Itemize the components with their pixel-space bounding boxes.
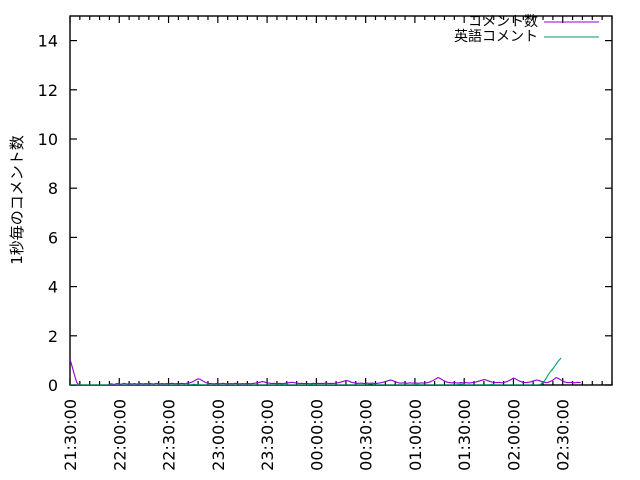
series-line-1 <box>70 359 581 385</box>
y-tick-label: 10 <box>38 130 58 149</box>
y-tick-label: 2 <box>48 327 58 346</box>
x-tick-label: 01:00:00 <box>406 399 425 471</box>
x-tick-label: 00:00:00 <box>307 399 326 471</box>
x-tick-label: 23:30:00 <box>258 399 277 471</box>
x-tick-label: 21:30:00 <box>61 399 80 471</box>
x-tick-label: 01:30:00 <box>455 399 474 471</box>
y-tick-label: 4 <box>48 278 58 297</box>
x-tick-label: 02:00:00 <box>504 399 523 471</box>
y-tick-label: 14 <box>38 32 58 51</box>
x-tick-label: 02:30:00 <box>554 399 573 471</box>
plot-frame <box>69 15 613 386</box>
x-axis-ticks <box>69 16 613 385</box>
data-series-group <box>70 357 581 385</box>
x-axis-tick-labels: 21:30:00 22:00:00 22:30:00 23:00:00 23:30:00… <box>61 399 573 471</box>
y-tick-label: 8 <box>48 179 58 198</box>
y-axis-ticks <box>70 39 612 386</box>
x-tick-label: 22:00:00 <box>110 399 129 471</box>
y-tick-label: 6 <box>48 228 58 247</box>
y-tick-label: 0 <box>48 376 58 395</box>
x-tick-label: 22:30:00 <box>160 399 179 471</box>
y-tick-label: 12 <box>38 81 58 100</box>
y-axis-title: 1秒毎のコメント数 <box>8 135 26 265</box>
x-tick-label: 23:00:00 <box>209 399 228 471</box>
y-axis-tick-labels: 0 2 4 6 8 10 12 14 <box>38 32 58 395</box>
legend-label-1: コメント数 <box>468 14 538 30</box>
y-axis-title-text: 1秒毎のコメント数 <box>8 135 26 265</box>
x-tick-label: 00:30:00 <box>357 399 376 471</box>
legend-label-2: 英語コメント <box>454 28 538 45</box>
